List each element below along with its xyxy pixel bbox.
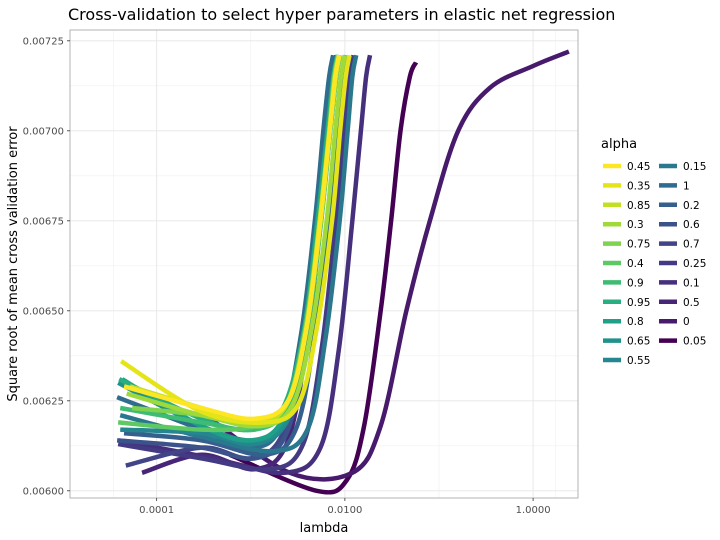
legend-label: 1 xyxy=(683,180,690,192)
x-axis-ticks: 0.0001 0.0100 1.0000 xyxy=(139,498,551,516)
legend-item: 0.5 xyxy=(659,297,700,309)
legend-label: 0.2 xyxy=(683,200,700,212)
legend-item: 0.6 xyxy=(659,219,700,231)
legend-label: 0.1 xyxy=(683,277,700,289)
legend-item: 0.85 xyxy=(603,200,650,212)
legend-item: 0.95 xyxy=(603,297,650,309)
legend-label: 0.85 xyxy=(627,200,650,212)
legend-item: 1 xyxy=(659,180,690,192)
series-line-alpha-0_15 xyxy=(119,54,359,454)
y-axis-label: Square root of mean cross validation err… xyxy=(6,126,21,402)
series-line-alpha-0 xyxy=(204,49,570,482)
legend-label: 0.55 xyxy=(627,355,650,367)
legend-item: 0.4 xyxy=(603,258,644,270)
y-tick-label: 0.00700 xyxy=(23,126,64,137)
legend-item: 0 xyxy=(659,316,690,328)
y-tick-label: 0.00625 xyxy=(23,396,64,407)
legend-item: 0.65 xyxy=(603,336,650,348)
legend-item: 0.7 xyxy=(659,239,700,251)
legend-item: 0.1 xyxy=(659,277,700,289)
legend-item: 0.2 xyxy=(659,200,700,212)
y-tick-label: 0.00650 xyxy=(23,306,64,317)
legend-label: 0.5 xyxy=(683,297,700,309)
legend-label: 0.9 xyxy=(627,277,644,289)
series-line-alpha-0_05 xyxy=(229,61,419,495)
legend-label: 0.75 xyxy=(627,239,650,251)
y-tick-label: 0.00725 xyxy=(23,36,64,47)
legend-item: 0.35 xyxy=(603,180,650,192)
plot-panel xyxy=(69,29,579,499)
legend-label: 0.35 xyxy=(627,180,650,192)
series-line-alpha-0_45 xyxy=(123,54,342,422)
x-axis-label: lambda xyxy=(300,521,349,536)
legend-item: 0.45 xyxy=(603,161,650,173)
series-line-alpha-0_25 xyxy=(117,54,356,472)
legend: alpha 0.450.350.850.30.750.40.90.950.80.… xyxy=(601,137,706,367)
legend-label: 0.05 xyxy=(683,336,706,348)
series-line-alpha-0_35 xyxy=(120,54,352,425)
legend-label: 0.15 xyxy=(683,161,706,173)
legend-item: 0.9 xyxy=(603,277,644,289)
legend-item: 0.3 xyxy=(603,219,644,231)
legend-item: 0.8 xyxy=(603,316,644,328)
x-tick-label: 1.0000 xyxy=(516,505,551,516)
legend-label: 0.95 xyxy=(627,297,650,309)
chart-title: Cross-validation to select hyper paramet… xyxy=(68,5,615,24)
y-axis-ticks: 0.00600 0.00625 0.00650 0.00675 0.00700 0.007… xyxy=(23,36,70,497)
x-tick-label: 0.0100 xyxy=(327,505,362,516)
legend-label: 0.3 xyxy=(627,219,644,231)
legend-item: 0.25 xyxy=(659,258,706,270)
x-tick-label: 0.0001 xyxy=(139,505,174,516)
legend-item: 0.15 xyxy=(659,161,706,173)
legend-item: 0.55 xyxy=(603,355,650,367)
y-tick-label: 0.00600 xyxy=(23,486,64,497)
legend-label: 0.8 xyxy=(627,316,644,328)
legend-label: 0.4 xyxy=(627,258,644,270)
series-lines xyxy=(116,49,570,495)
legend-label: 0.65 xyxy=(627,336,650,348)
legend-label: 0.7 xyxy=(683,239,700,251)
legend-label: 0.45 xyxy=(627,161,650,173)
legend-item: 0.05 xyxy=(659,336,706,348)
legend-label: 0 xyxy=(683,316,690,328)
legend-label: 0.25 xyxy=(683,258,706,270)
panel-border xyxy=(69,29,579,499)
legend-label: 0.6 xyxy=(683,219,700,231)
legend-items: 0.45 0.35 0.85 0.3 0.75 0.4 0.9 0.95 0.8 0.65 0.55… xyxy=(603,161,706,367)
y-tick-label: 0.00675 xyxy=(23,216,64,227)
legend-item: 0.75 xyxy=(603,239,650,251)
legend-title: alpha xyxy=(601,137,637,152)
